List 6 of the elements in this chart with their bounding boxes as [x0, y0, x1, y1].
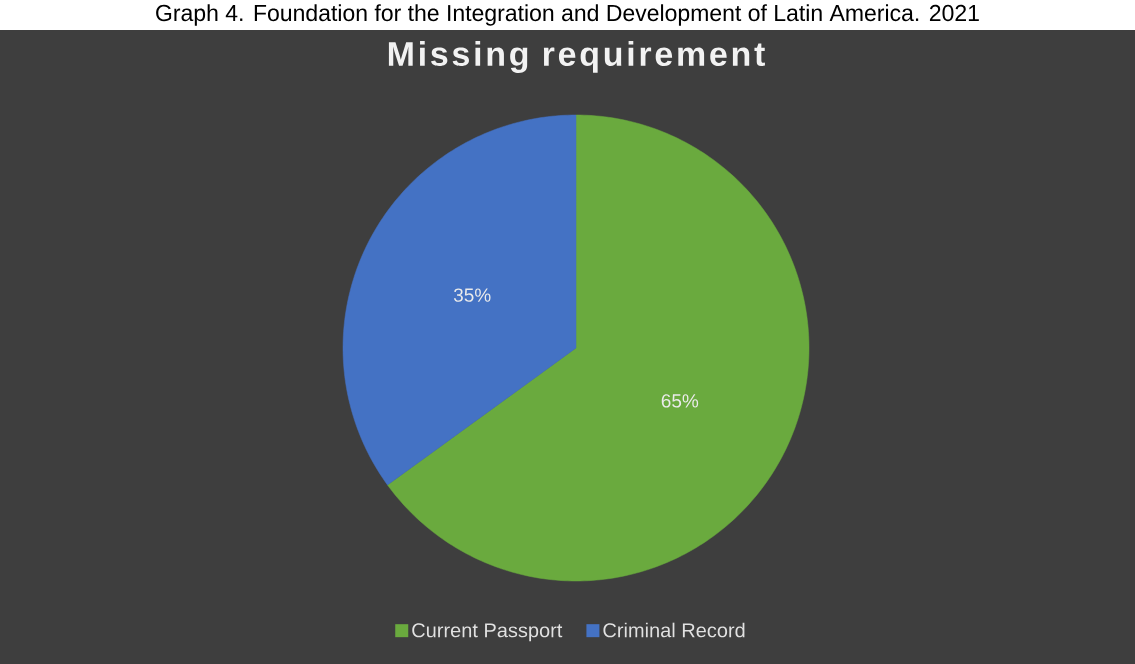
chart-title: Missing requirement [388, 41, 765, 73]
caption: Graph 4. Foundation for the Integration and Development of Latin America. 2021 [156, 4, 979, 26]
legend-label: Criminal Record [603, 622, 745, 638]
data-label: 65% [661, 394, 699, 408]
data-label: 35% [453, 288, 491, 302]
legend-label: Current Passport [412, 623, 563, 642]
